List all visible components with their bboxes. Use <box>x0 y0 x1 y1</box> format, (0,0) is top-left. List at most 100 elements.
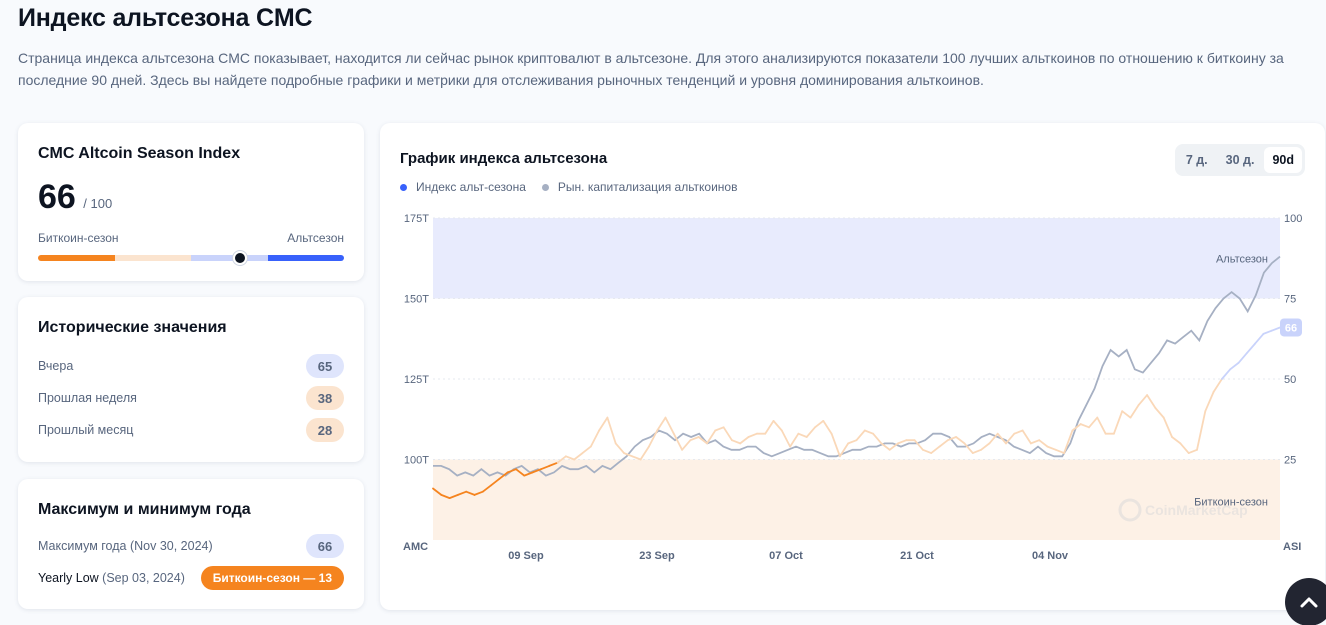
coinmarketcap-watermark: CoinMarketCap <box>1118 498 1248 522</box>
index-line-segment <box>772 419 783 432</box>
index-line-segment <box>706 429 717 445</box>
index-line-segment <box>639 445 650 461</box>
index-line-segment <box>1121 410 1132 419</box>
index-line-segment <box>1221 368 1232 380</box>
index-line-segment <box>481 484 492 493</box>
chart-legend: Индекс альт-сезона Рын. капитализация ал… <box>400 180 737 194</box>
right-axis-tick-label: 100 <box>1284 213 1302 225</box>
index-line-segment <box>930 445 941 455</box>
index-line-segment <box>656 416 667 432</box>
index-line-segment <box>922 448 933 455</box>
left-axis-tick-label: 100T <box>404 455 429 467</box>
historical-values-card: Исторические значения Вчера 65 Прошлая н… <box>18 297 364 462</box>
index-line-segment <box>1254 332 1265 345</box>
chevron-up-icon <box>1300 597 1318 608</box>
index-line-segment <box>540 464 551 471</box>
right-axis-name: ASI <box>1283 541 1301 553</box>
index-line-segment <box>573 452 584 461</box>
index-line-segment <box>1129 403 1140 419</box>
index-line-segment <box>1262 329 1273 335</box>
index-line-segment <box>880 442 891 451</box>
left-axis-tick-label: 125T <box>404 374 429 386</box>
index-line-segment <box>490 477 501 487</box>
index-line-segment <box>913 439 924 451</box>
index-line-segment <box>971 448 982 455</box>
index-line-segment <box>1021 429 1032 445</box>
yearly-high-text: Максимум года (Nov 30, 2024) <box>38 539 213 553</box>
index-line-segment <box>506 468 517 474</box>
index-line-segment <box>697 436 708 445</box>
index-line-segment <box>432 487 443 496</box>
index-line-segment <box>473 490 484 496</box>
index-line-segment <box>623 452 634 458</box>
index-line-segment <box>598 416 609 432</box>
index-line-segment <box>955 436 966 445</box>
left-axis-tick-label: 150T <box>404 294 429 306</box>
index-line-segment <box>789 432 800 448</box>
index-line-segment <box>1270 326 1281 332</box>
index-line-segment <box>457 490 468 496</box>
index-line-segment <box>1038 439 1049 448</box>
index-line-segment <box>980 442 991 451</box>
tab-7d[interactable]: 7 д. <box>1185 153 1208 167</box>
index-line-segment <box>855 429 866 442</box>
index-line-segment <box>681 439 692 451</box>
bitcoin-season-zone <box>433 459 1280 540</box>
index-line-segment <box>1237 352 1248 364</box>
index-line-segment <box>1154 407 1165 419</box>
index-line-segment <box>1146 394 1157 409</box>
index-line-segment <box>814 419 825 429</box>
index-line-segment <box>498 471 509 480</box>
index-line-segment <box>722 426 733 442</box>
index-line-segment <box>672 432 684 451</box>
scroll-to-top-button[interactable] <box>1285 578 1326 625</box>
historical-row-label: Вчера <box>38 359 74 373</box>
scale-segment-neutral-alt <box>191 255 268 261</box>
index-line-segment <box>1088 416 1099 429</box>
index-line-segment <box>1046 445 1057 451</box>
tab-90d[interactable]: 90d <box>1264 147 1302 173</box>
index-line-segment <box>838 442 850 458</box>
index-line-segment <box>1079 423 1090 429</box>
scale-segment-neutral-btc <box>114 255 191 261</box>
svg-text:CoinMarketCap: CoinMarketCap <box>1145 502 1248 518</box>
left-axis-tick-label: 175T <box>404 213 429 225</box>
yearly-low-row: Yearly Low (Sep 03, 2024) Биткоин-сезон … <box>38 566 344 590</box>
index-line-segment <box>564 455 576 461</box>
index-line-segment <box>764 419 775 435</box>
scale-indicator-knob <box>232 251 247 265</box>
index-line-segment <box>1171 436 1182 445</box>
market-cap-line <box>433 255 1281 477</box>
x-axis-tick-label: 07 Oct <box>769 550 803 562</box>
bitcoin-season-label: Биткоин-сезон <box>38 231 119 245</box>
index-line-segment <box>664 416 675 435</box>
historical-title: Исторические значения <box>38 319 227 336</box>
legend-item-index[interactable]: Индекс альт-сезона <box>400 180 526 194</box>
index-line-segment <box>1212 378 1223 393</box>
index-line-segment <box>739 436 750 445</box>
historical-row: Прошлая неделя 38 <box>38 386 344 410</box>
index-line-segment <box>872 432 883 445</box>
index-card-title: CMC Altcoin Season Index <box>38 145 241 162</box>
index-current-value: 66 <box>38 178 76 216</box>
index-line-segment <box>581 445 592 455</box>
range-tabs: 7 д. 30 д. 90d <box>1174 144 1305 176</box>
historical-row-value: 38 <box>306 386 344 410</box>
index-line-segment <box>631 455 642 461</box>
index-line-segment <box>747 432 758 438</box>
yearly-low-text: Yearly Low (Sep 03, 2024) <box>38 571 185 585</box>
legend-item-cap[interactable]: Рын. капитализация альткоинов <box>541 180 737 194</box>
index-line-segment <box>888 442 899 451</box>
index-line-segment <box>465 490 476 496</box>
tab-30d[interactable]: 30 д. <box>1225 153 1255 167</box>
index-line-segment <box>996 432 1007 445</box>
scale-segment-bitcoin <box>38 255 115 261</box>
historical-row: Вчера 65 <box>38 354 344 378</box>
index-line-segment <box>897 439 908 445</box>
index-line-segment <box>1204 390 1215 413</box>
index-line-segment <box>946 436 957 442</box>
chart-title: График индекса альтсезона <box>400 150 608 167</box>
yearly-high-value: 66 <box>306 534 344 558</box>
index-line-segment <box>1162 416 1173 438</box>
